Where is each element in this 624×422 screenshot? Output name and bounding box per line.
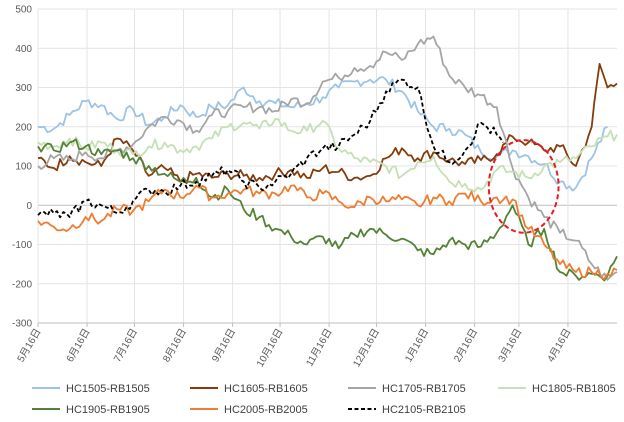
y-tick-label: 300 [15,83,32,94]
series-line-hc1705-rb1705 [37,35,618,281]
y-tick-label: -100 [12,240,32,251]
y-tick-label: 400 [15,44,32,55]
y-tick-label: 0 [26,201,32,212]
x-tick-label: 6月16日 [64,327,93,365]
x-tick-label: 10月16日 [254,327,286,370]
x-tick-label: 12月16日 [351,327,383,370]
legend-label-hc1905-rb1905: HC1905-RB1905 [66,404,150,416]
series-lines [37,35,618,282]
legend-label-hc2005-rb2005: HC2005-RB2005 [224,404,308,416]
gridlines [37,8,617,324]
series-line-hc1505-rb1505 [37,76,608,192]
y-tick-label: 100 [15,162,32,173]
legend-label-hc2105-rb2105: HC2105-RB2105 [382,404,466,416]
series-line-hc1905-rb1905 [37,138,618,282]
y-tick-label: 500 [15,5,32,16]
y-tick-label: -300 [12,319,32,330]
x-tick-label: 3月16日 [496,327,525,365]
x-tick-label: 9月16日 [209,327,238,365]
x-tick-label: 7月16日 [111,327,140,365]
annotations [487,139,560,234]
legend-label-hc1805-rb1805: HC1805-RB1805 [532,383,616,395]
x-tick-label: 5月16日 [15,327,44,365]
series-line-hc1805-rb1805 [37,118,618,193]
x-tick-label: 8月16日 [160,327,189,365]
x-tick-label: 4月16日 [545,327,574,365]
series-line-hc1605-rb1605 [37,63,618,185]
x-tick-label: 1月16日 [402,327,431,365]
series-line-hc2005-rb2005 [37,184,618,280]
axes: -300 -200 -100 0 100 200 300 400 500 5月16日 6月16日 7月… [12,5,617,370]
y-tick-label: 200 [15,122,32,133]
legend-label-hc1505-rb1505: HC1505-RB1505 [66,383,150,395]
series-line-hc2105-rb2105 [37,78,504,219]
y-tick-label: -200 [12,279,32,290]
highlight-ellipse [487,139,560,234]
x-tick-label: 11月16日 [304,327,335,369]
legend-label-hc1705-rb1705: HC1705-RB1705 [382,383,466,395]
legend-label-hc1605-rb1605: HC1605-RB1605 [224,383,308,395]
x-tick-label: 2月16日 [451,326,480,364]
legend: HC1505-RB1505 HC1605-RB1605 HC1705-RB1705 H… [32,383,616,416]
